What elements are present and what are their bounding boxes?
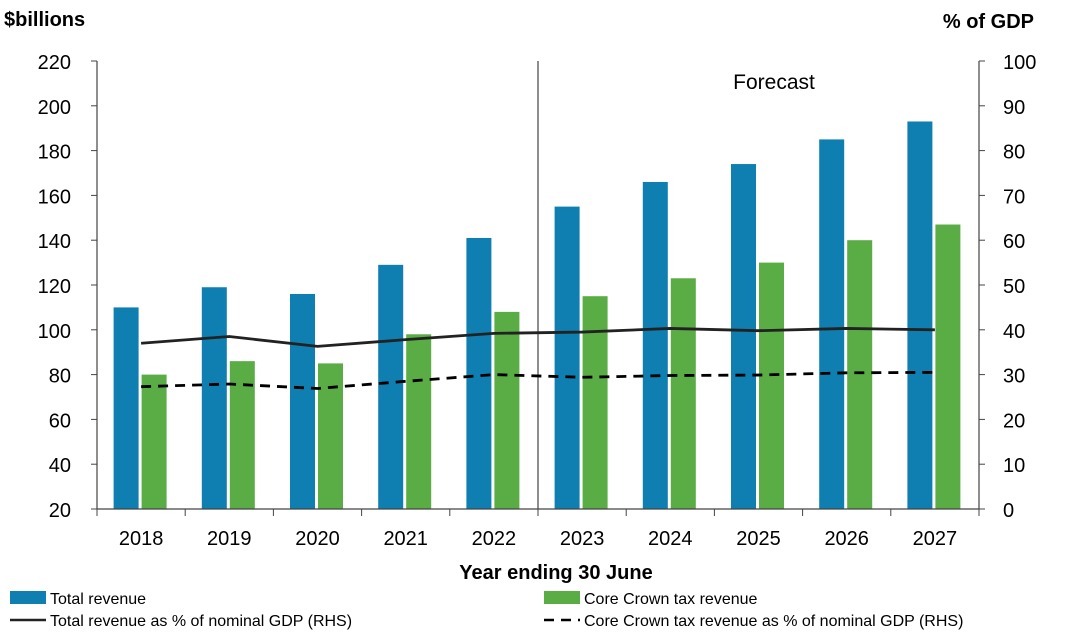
line-core-crown-tax-revenue-as-of-nominal-gdp-rhs [141, 370, 935, 390]
bar-total-revenue [113, 307, 139, 509]
right-tick-label: 70 [1003, 186, 1025, 208]
bar-total-revenue [642, 181, 668, 509]
left-tick-label: 160 [38, 186, 71, 208]
right-axis-title: % of GDP [943, 11, 1034, 33]
bar-core-crown-tax-revenue [582, 296, 608, 509]
x-axis-title: Year ending 30 June [459, 562, 652, 584]
legend-label: Total revenue as % of nominal GDP (RHS) [50, 613, 352, 630]
line-total-revenue-as-of-nominal-gdp-rhs [140, 327, 935, 348]
bar-core-crown-tax-revenue [141, 374, 167, 509]
bar-total-revenue [290, 293, 315, 509]
right-tick-label: 20 [1003, 410, 1025, 432]
x-tick-label: 2018 [119, 528, 164, 550]
left-tick-label: 220 [38, 52, 71, 74]
x-tick-label: 2026 [824, 528, 869, 550]
bar-total-revenue [819, 139, 845, 509]
bar-core-crown-tax-revenue [759, 262, 784, 509]
right-tick-label: 90 [1003, 97, 1025, 119]
right-tick-label: 0 [1003, 500, 1014, 522]
left-tick-label: 180 [38, 142, 71, 164]
bar-total-revenue [731, 164, 756, 510]
left-tick-label: 80 [49, 366, 71, 388]
legend-label: Total revenue [50, 591, 146, 608]
x-tick-label: 2025 [736, 528, 781, 550]
right-tick-label: 10 [1003, 455, 1025, 477]
bar-core-crown-tax-revenue [494, 311, 520, 509]
bar-core-crown-tax-revenue [935, 224, 961, 509]
right-tick-label: 100 [1003, 52, 1036, 74]
x-tick-label: 2020 [295, 528, 340, 550]
left-tick-label: 20 [49, 500, 71, 522]
bar-core-crown-tax-revenue [670, 278, 696, 509]
left-tick-label: 120 [38, 276, 71, 298]
right-tick-label: 50 [1003, 276, 1025, 298]
x-tick-label: 2024 [648, 528, 693, 550]
left-axis-title: $billions [4, 9, 85, 31]
bar-core-crown-tax-revenue [847, 240, 873, 509]
legend-swatch [544, 591, 580, 604]
legend-label: Core Crown tax revenue as % of nominal G… [584, 613, 963, 630]
x-tick-label: 2023 [560, 528, 605, 550]
right-tick-label: 30 [1003, 366, 1025, 388]
x-tick-label: 2019 [207, 528, 252, 550]
bar-core-crown-tax-revenue [406, 334, 432, 509]
left-tick-label: 140 [38, 231, 71, 253]
forecast-label: Forecast [733, 71, 815, 94]
left-tick-label: 200 [38, 97, 71, 119]
bar-core-crown-tax-revenue [318, 363, 343, 509]
legend-swatch [10, 591, 46, 604]
left-tick-label: 60 [49, 410, 71, 432]
right-tick-label: 80 [1003, 142, 1025, 164]
right-tick-label: 40 [1003, 321, 1025, 343]
bar-total-revenue [201, 287, 227, 509]
right-tick-label: 60 [1003, 231, 1025, 253]
legend-label: Core Crown tax revenue [584, 591, 758, 608]
bar-total-revenue [907, 121, 933, 509]
x-tick-label: 2021 [383, 528, 428, 550]
left-tick-label: 100 [38, 321, 71, 343]
x-tick-label: 2027 [913, 528, 958, 550]
bar-total-revenue [378, 264, 404, 509]
left-tick-label: 40 [49, 455, 71, 477]
bar-total-revenue [554, 206, 580, 509]
x-tick-label: 2022 [472, 528, 517, 550]
bar-total-revenue [466, 237, 492, 509]
